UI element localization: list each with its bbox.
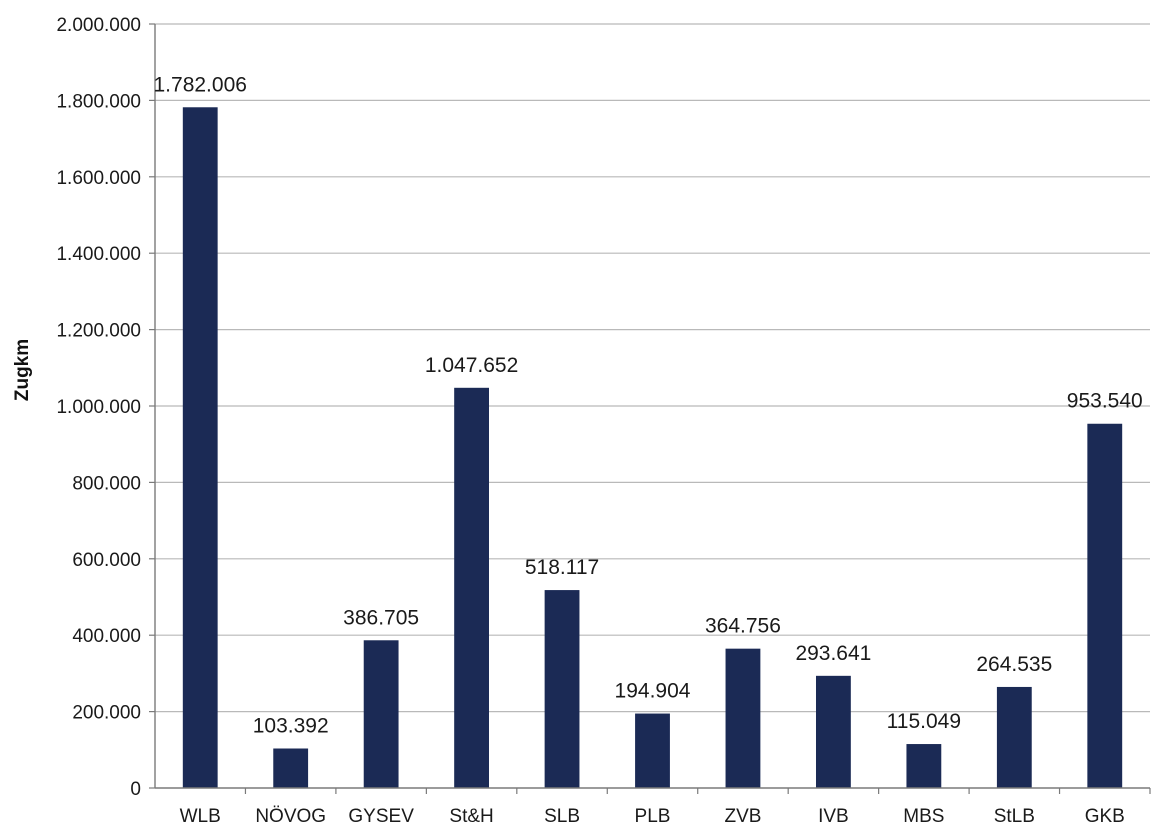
- axes: 0 200.000 400.000 600.000 800.000 1.000.000 1.…: [56, 15, 1151, 827]
- y-tick-label: 1.000.000: [56, 397, 141, 418]
- data-label: 264.535: [976, 653, 1052, 676]
- y-tick-label: 1.200.000: [56, 321, 141, 342]
- x-tick-label: St&H: [449, 806, 493, 827]
- bar-mbs: [906, 744, 942, 788]
- data-label: 1.782.006: [154, 73, 247, 96]
- data-label: 953.540: [1067, 390, 1143, 413]
- bar-gysev: [363, 640, 399, 788]
- y-tick-label: 1.800.000: [56, 91, 141, 112]
- bar-gkb: [1087, 423, 1123, 788]
- data-label: 386.705: [343, 606, 419, 629]
- data-label: 103.392: [253, 715, 329, 738]
- y-tick-label: 600.000: [72, 550, 141, 571]
- x-tick-label: StLB: [994, 806, 1035, 827]
- y-tick-label: 400.000: [72, 626, 141, 647]
- data-label: 293.641: [795, 642, 871, 665]
- y-tick-label: 1.400.000: [56, 244, 141, 265]
- data-label: 364.756: [705, 615, 781, 638]
- bar-stlb: [996, 686, 1032, 788]
- x-tick-label: GKB: [1085, 806, 1125, 827]
- data-label: 194.904: [615, 680, 691, 703]
- bar-plb: [635, 713, 670, 788]
- bar-ivb: [815, 675, 851, 788]
- bar-slb: [544, 590, 580, 788]
- x-tick-label: NÖVOG: [255, 806, 326, 827]
- x-tick-label: WLB: [180, 806, 221, 827]
- gridlines: [155, 23, 1150, 713]
- y-tick-label: 800.000: [72, 473, 141, 494]
- y-axis-label: Zugkm: [12, 339, 33, 401]
- x-tick-label: MBS: [903, 806, 944, 827]
- y-tick-label: 200.000: [72, 703, 141, 724]
- bar-zvb: [725, 648, 761, 788]
- data-label: 1.047.652: [425, 354, 518, 377]
- x-tick-label: PLB: [635, 806, 671, 827]
- data-labels: 1.782.006 103.392 386.705 1.047.652 518.117 1…: [154, 73, 1143, 737]
- bar-sth: [454, 387, 490, 788]
- y-tick-label: 0: [130, 779, 141, 800]
- data-label: 115.049: [887, 710, 961, 733]
- bar-nvog: [273, 748, 309, 788]
- bar-wlb: [182, 107, 218, 789]
- y-tick-label: 2.000.000: [56, 15, 141, 36]
- data-label: 518.117: [525, 556, 599, 579]
- bars: [182, 107, 1123, 789]
- x-tick-label: SLB: [544, 806, 580, 827]
- y-tick-label: 1.600.000: [56, 168, 141, 189]
- x-tick-label: GYSEV: [348, 806, 414, 827]
- x-tick-label: ZVB: [724, 806, 761, 827]
- x-tick-label: IVB: [818, 806, 849, 827]
